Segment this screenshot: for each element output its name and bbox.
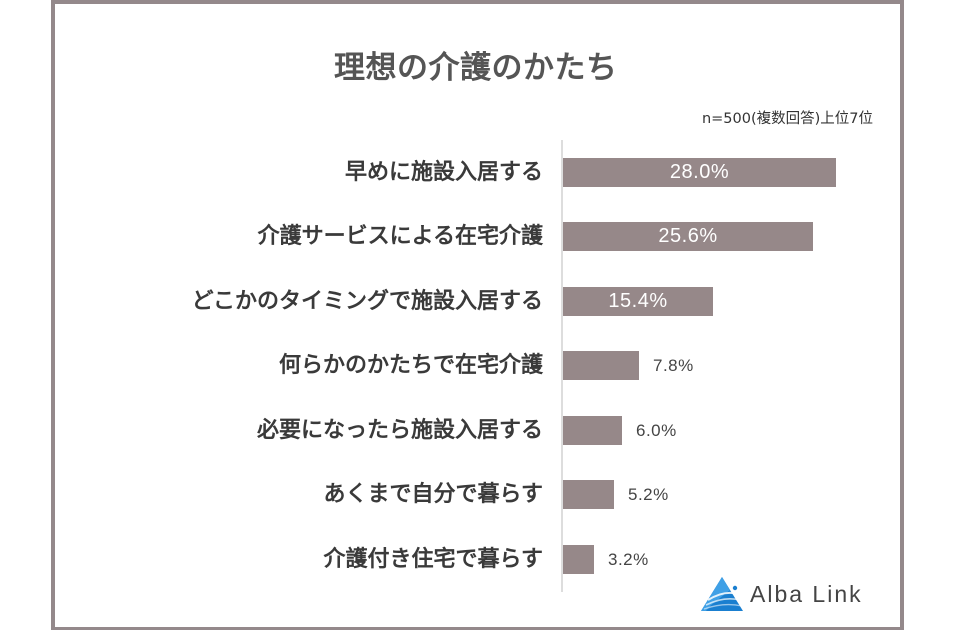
category-axis-line <box>561 140 563 592</box>
category-label: どこかのタイミングで施設入居する <box>191 289 543 314</box>
value-label: 28.0% <box>669 161 730 183</box>
alba-link-triangle-icon <box>701 577 743 611</box>
value-label: 7.8% <box>653 356 694 375</box>
bar-row: あくまで自分で暮らす 5.2% <box>0 480 955 510</box>
bar-row: 何らかのかたちで在宅介護 7.8% <box>0 351 955 381</box>
sample-note: n=500(複数回答)上位7位 <box>701 111 873 127</box>
value-label: 6.0% <box>636 421 677 440</box>
bar <box>563 545 594 574</box>
value-label: 25.6% <box>658 225 718 247</box>
bar: 15.4% <box>563 287 713 316</box>
bar: 28.0% <box>563 158 836 187</box>
value-label: 3.2% <box>608 550 649 569</box>
bar-row: 介護サービスによる在宅介護 25.6% <box>0 222 955 252</box>
category-label: 介護付き住宅で暮らす <box>323 547 543 572</box>
chart-title: 理想の介護のかたち <box>334 50 618 86</box>
bar <box>563 416 622 445</box>
category-label: 早めに施設入居する <box>344 160 543 185</box>
bar: 25.6% <box>563 222 813 251</box>
value-label: 15.4% <box>608 290 668 312</box>
category-label: 何らかのかたちで在宅介護 <box>278 353 543 378</box>
category-label: 必要になったら施設入居する <box>256 418 543 443</box>
bar <box>563 480 614 509</box>
category-label: あくまで自分で暮らす <box>323 482 543 507</box>
bar-row: 介護付き住宅で暮らす 3.2% <box>0 545 955 575</box>
category-label: 介護サービスによる在宅介護 <box>257 224 543 249</box>
logo-text: Alba Link <box>750 581 863 607</box>
value-label: 5.2% <box>628 485 669 504</box>
bar <box>563 351 639 380</box>
bar-row: どこかのタイミングで施設入居する 15.4% <box>0 287 955 317</box>
bar-row: 必要になったら施設入居する 6.0% <box>0 416 955 446</box>
chart-frame <box>51 0 904 630</box>
bar-row: 早めに施設入居する 28.0% <box>0 158 955 188</box>
